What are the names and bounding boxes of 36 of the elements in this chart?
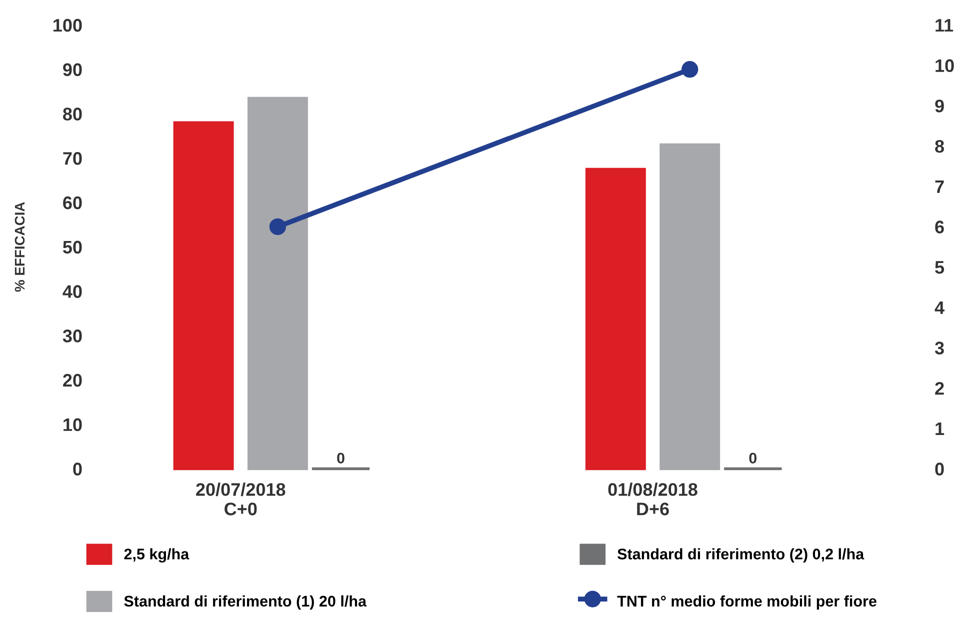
y2-tick-label: 10 bbox=[936, 59, 954, 72]
y-tick-label: 30 bbox=[62, 330, 82, 342]
y-tick-label: 10 bbox=[64, 418, 82, 432]
data-label: 0 bbox=[337, 452, 344, 464]
y-tick-label: 90 bbox=[63, 63, 82, 76]
bar bbox=[585, 168, 646, 470]
y2-tick-label: 0 bbox=[935, 462, 944, 476]
y-tick-label: 70 bbox=[63, 152, 82, 165]
x-tick-label: 20/07/2018 C+0 bbox=[196, 482, 286, 516]
y2-tick-label: 9 bbox=[935, 100, 944, 112]
y2-tick-label: 8 bbox=[935, 140, 944, 153]
y-tick-label: 100 bbox=[54, 18, 82, 32]
y-tick-label: 40 bbox=[62, 285, 82, 298]
y2-tick-label: 2 bbox=[935, 382, 944, 395]
y2-tick-label: 11 bbox=[936, 19, 954, 32]
data-label: 0 bbox=[749, 452, 757, 464]
bar bbox=[173, 121, 234, 470]
legend-label: 2,5 kg/ha bbox=[124, 548, 190, 563]
y2-tick-label: 6 bbox=[935, 220, 944, 234]
y2-tick-label: 5 bbox=[935, 261, 944, 274]
y-tick-label: 0 bbox=[73, 462, 82, 476]
y-tick-label: 60 bbox=[63, 196, 82, 210]
legend-label: Standard di riferimento (1) 20 l/ha bbox=[124, 595, 367, 610]
bar bbox=[660, 143, 720, 470]
y2-tick-label: 1 bbox=[936, 422, 944, 435]
x-tick-label: 01/08/2018 D+6 bbox=[608, 482, 698, 516]
y2-tick-label: 3 bbox=[934, 342, 944, 354]
legend-label: Standard di riferimento (2) 0,2 l/ha bbox=[617, 548, 864, 562]
y-axis-title: % EFFICACIA bbox=[14, 202, 25, 292]
bar bbox=[247, 96, 308, 470]
y2-tick-label: 4 bbox=[934, 302, 944, 314]
legend-label: TNT n° medio forme mobili per fiore bbox=[617, 595, 876, 610]
y-tick-label: 80 bbox=[63, 108, 82, 120]
y2-tick-label: 7 bbox=[935, 180, 944, 193]
y-tick-label: 20 bbox=[63, 374, 82, 387]
y-tick-label: 50 bbox=[62, 240, 82, 254]
